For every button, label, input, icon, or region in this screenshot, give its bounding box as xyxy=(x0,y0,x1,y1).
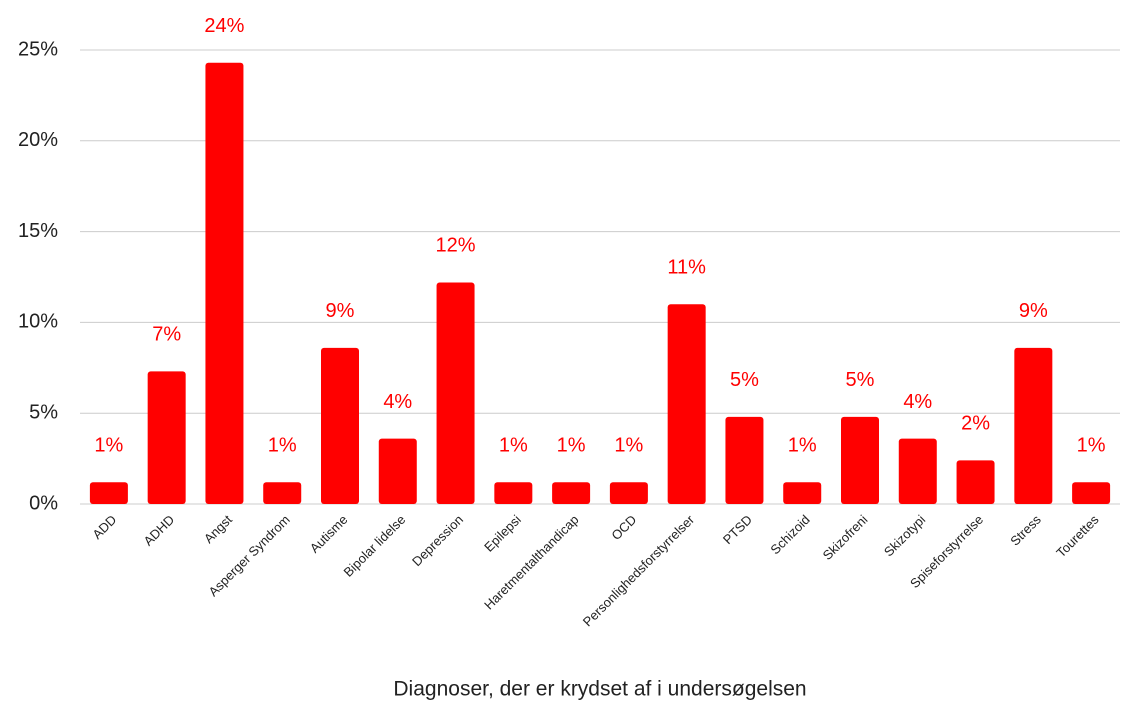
x-tick-label: OCD xyxy=(608,512,639,543)
bar xyxy=(205,62,244,504)
data-label: 1% xyxy=(94,434,123,456)
bar xyxy=(263,482,302,504)
x-tick-label: ADD xyxy=(89,512,119,542)
x-tick-label: Haretmentalthandicap xyxy=(481,512,582,613)
bar xyxy=(609,482,648,504)
x-tick-label: Stress xyxy=(1007,512,1044,549)
data-label: 12% xyxy=(436,235,476,257)
y-tick-label: 5% xyxy=(29,401,58,423)
data-label: 1% xyxy=(614,434,643,456)
bar xyxy=(552,482,591,504)
y-tick-label: 20% xyxy=(18,129,58,151)
x-tick-label: ADHD xyxy=(141,512,178,549)
bar xyxy=(841,416,879,504)
bar xyxy=(89,482,128,504)
y-tick-label: 10% xyxy=(18,311,58,333)
bar xyxy=(783,482,822,504)
bar xyxy=(1072,482,1111,504)
x-tick-label: Epilepsi xyxy=(481,512,524,555)
data-label: 2% xyxy=(961,413,990,435)
x-axis-title: Diagnoser, der er krydset af i undersøge… xyxy=(393,678,806,701)
bar xyxy=(898,438,937,504)
bar xyxy=(321,347,359,504)
bar xyxy=(725,416,764,504)
x-tick-label: PTSD xyxy=(720,512,755,547)
x-tick-label: Personlighedsforstyrrelser xyxy=(580,511,698,629)
y-tick-label: 15% xyxy=(18,220,58,242)
x-tick-label: Angst xyxy=(201,512,235,546)
data-label: 1% xyxy=(788,434,817,456)
bar xyxy=(494,482,533,504)
data-label: 4% xyxy=(903,391,932,413)
data-label: 9% xyxy=(1019,300,1048,322)
x-tick-label: Bipolar lidelse xyxy=(340,512,408,580)
data-label: 5% xyxy=(730,369,759,391)
data-label: 5% xyxy=(846,369,875,391)
y-tick-label: 0% xyxy=(29,492,58,514)
data-label: 1% xyxy=(1077,434,1106,456)
y-tick-label: 25% xyxy=(18,38,58,60)
x-tick-label: Schizoid xyxy=(767,512,812,557)
bar xyxy=(378,438,417,504)
data-label: 1% xyxy=(499,434,528,456)
bar xyxy=(1014,347,1053,504)
x-tick-label: Autisme xyxy=(307,512,351,556)
bar xyxy=(667,304,706,504)
bar xyxy=(956,460,995,504)
x-tick-label: Skizotypi xyxy=(881,512,928,559)
data-label: 4% xyxy=(383,391,412,413)
bar xyxy=(436,282,475,504)
data-label: 7% xyxy=(152,324,181,346)
data-label: 1% xyxy=(268,434,297,456)
bar xyxy=(147,371,186,504)
data-label: 24% xyxy=(204,15,244,37)
x-tick-label: Skizofreni xyxy=(820,512,871,563)
x-tick-label: Depression xyxy=(409,512,466,569)
data-label: 1% xyxy=(557,434,586,456)
data-label: 11% xyxy=(667,257,706,279)
data-label: 9% xyxy=(326,300,355,322)
x-tick-label: Tourettes xyxy=(1053,512,1102,561)
